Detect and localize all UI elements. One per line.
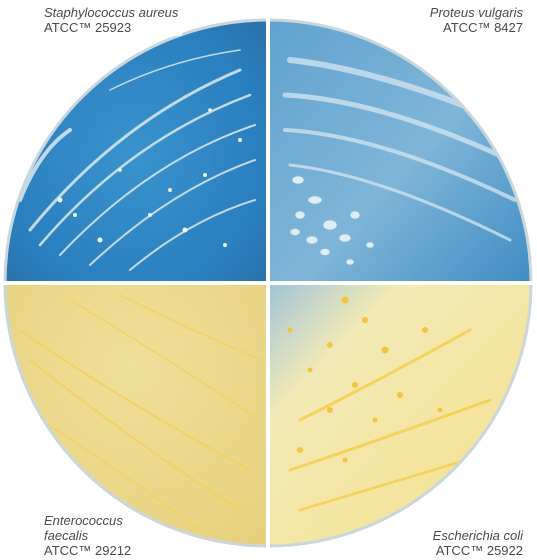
colony-dots-top-left [57, 108, 242, 247]
quadrant-top-left-agar [5, 20, 268, 283]
label-bottom-left: Enterococcus faecalis ATCC™ 29212 [40, 512, 136, 559]
strain-id: ATCC™ 29212 [44, 543, 132, 558]
species-name: Escherichia coli [432, 528, 523, 543]
label-bottom-right: Escherichia coli ATCC™ 25922 [428, 527, 527, 559]
colony-streaks-bottom-left [19, 294, 263, 531]
label-top-right: Proteus vulgaris ATCC™ 8427 [425, 4, 527, 36]
species-name: Proteus vulgaris [429, 5, 523, 20]
strain-id: ATCC™ 8427 [443, 20, 523, 35]
strain-id: ATCC™ 25923 [44, 20, 132, 35]
species-name-line2: faecalis [44, 528, 89, 543]
colony-dots-bottom-right [287, 296, 443, 463]
colony-streaks-top-left [18, 49, 256, 271]
species-name: Staphylococcus aureus [44, 5, 179, 20]
quadrant-bottom-right-agar [268, 283, 531, 546]
strain-id: ATCC™ 25922 [435, 543, 523, 558]
species-name-line1: Enterococcus [44, 513, 123, 528]
label-top-left: Staphylococcus aureus ATCC™ 25923 [40, 4, 183, 36]
colony-clusters-top-right [289, 175, 375, 266]
